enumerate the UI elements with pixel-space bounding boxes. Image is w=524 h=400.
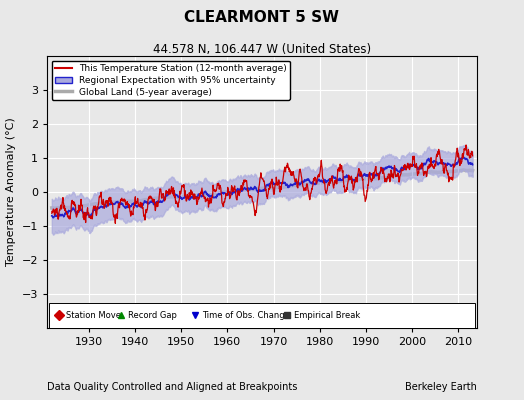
Text: Time of Obs. Change: Time of Obs. Change — [202, 310, 290, 320]
Title: 44.578 N, 106.447 W (United States): 44.578 N, 106.447 W (United States) — [153, 43, 371, 56]
Legend: This Temperature Station (12-month average), Regional Expectation with 95% uncer: This Temperature Station (12-month avera… — [52, 60, 290, 100]
Bar — [49, 302, 475, 328]
Text: Data Quality Controlled and Aligned at Breakpoints: Data Quality Controlled and Aligned at B… — [47, 382, 298, 392]
Text: Record Gap: Record Gap — [128, 310, 177, 320]
Text: Station Move: Station Move — [66, 310, 121, 320]
Text: Berkeley Earth: Berkeley Earth — [405, 382, 477, 392]
Text: CLEARMONT 5 SW: CLEARMONT 5 SW — [184, 10, 340, 25]
Text: Empirical Break: Empirical Break — [294, 310, 361, 320]
Y-axis label: Temperature Anomaly (°C): Temperature Anomaly (°C) — [6, 118, 16, 266]
